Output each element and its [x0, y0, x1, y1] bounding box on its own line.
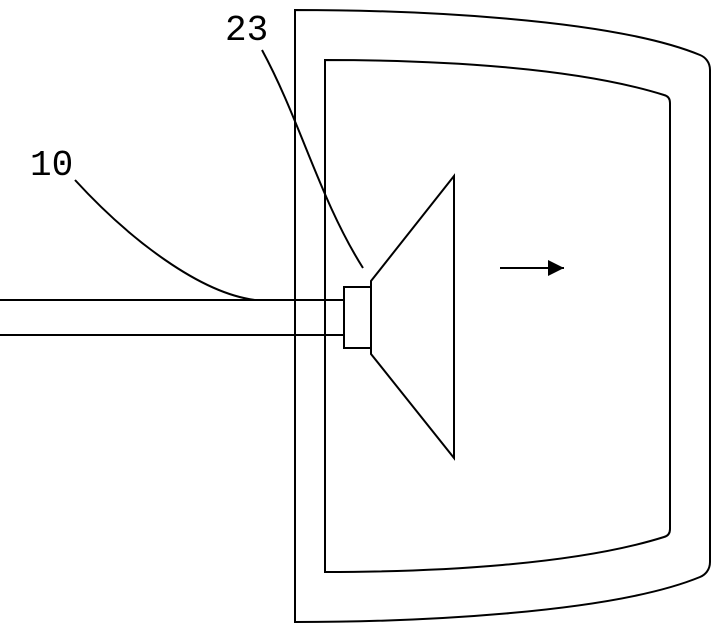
hub [344, 287, 371, 348]
leader-23 [262, 50, 363, 268]
leader-10 [75, 180, 255, 300]
label-10: 10 [30, 145, 73, 186]
housing-outer [295, 10, 710, 622]
housing-inner [325, 60, 670, 572]
cone [371, 176, 454, 458]
label-23: 23 [225, 10, 268, 51]
direction-arrow-head [548, 260, 564, 276]
